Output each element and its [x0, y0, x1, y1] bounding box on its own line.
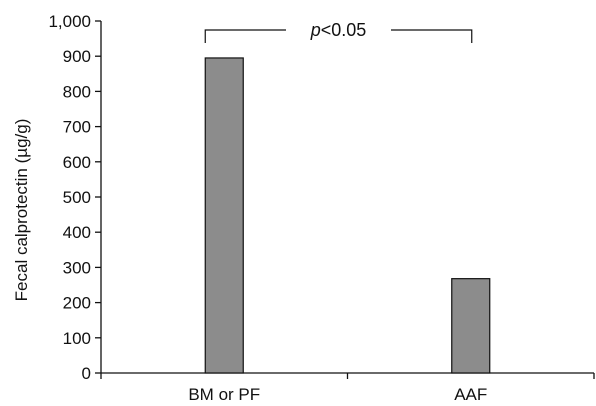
bars [204, 57, 491, 374]
y-tick-label: 400 [63, 223, 91, 242]
x-tick-label: BM or PF [188, 385, 260, 404]
y-tick-label: 800 [63, 82, 91, 101]
y-axis-title: Fecal calprotectin (µg/g) [12, 119, 31, 302]
bracket-left [204, 29, 286, 43]
x-tick-label: AAF [454, 385, 487, 404]
y-tick-label: 200 [63, 294, 91, 313]
x-axis: BM or PF AAF [100, 372, 595, 404]
bracket-right [391, 29, 473, 43]
y-tick-label: 1,000 [48, 12, 91, 31]
significance-annotation: p<0.05 [204, 20, 473, 43]
y-tick-label: 700 [63, 118, 91, 137]
y-tick-label: 900 [63, 47, 91, 66]
y-axis: 0 100 200 300 400 500 600 700 800 900 1,000 [48, 12, 102, 383]
y-tick-label: 500 [63, 188, 91, 207]
y-tick-label: 300 [63, 258, 91, 277]
y-tick-label: 0 [82, 364, 91, 383]
y-tick-label: 600 [63, 153, 91, 172]
bar [451, 278, 491, 374]
significance-label: p<0.05 [310, 20, 367, 40]
bar [204, 57, 244, 374]
y-tick-label: 100 [63, 329, 91, 348]
